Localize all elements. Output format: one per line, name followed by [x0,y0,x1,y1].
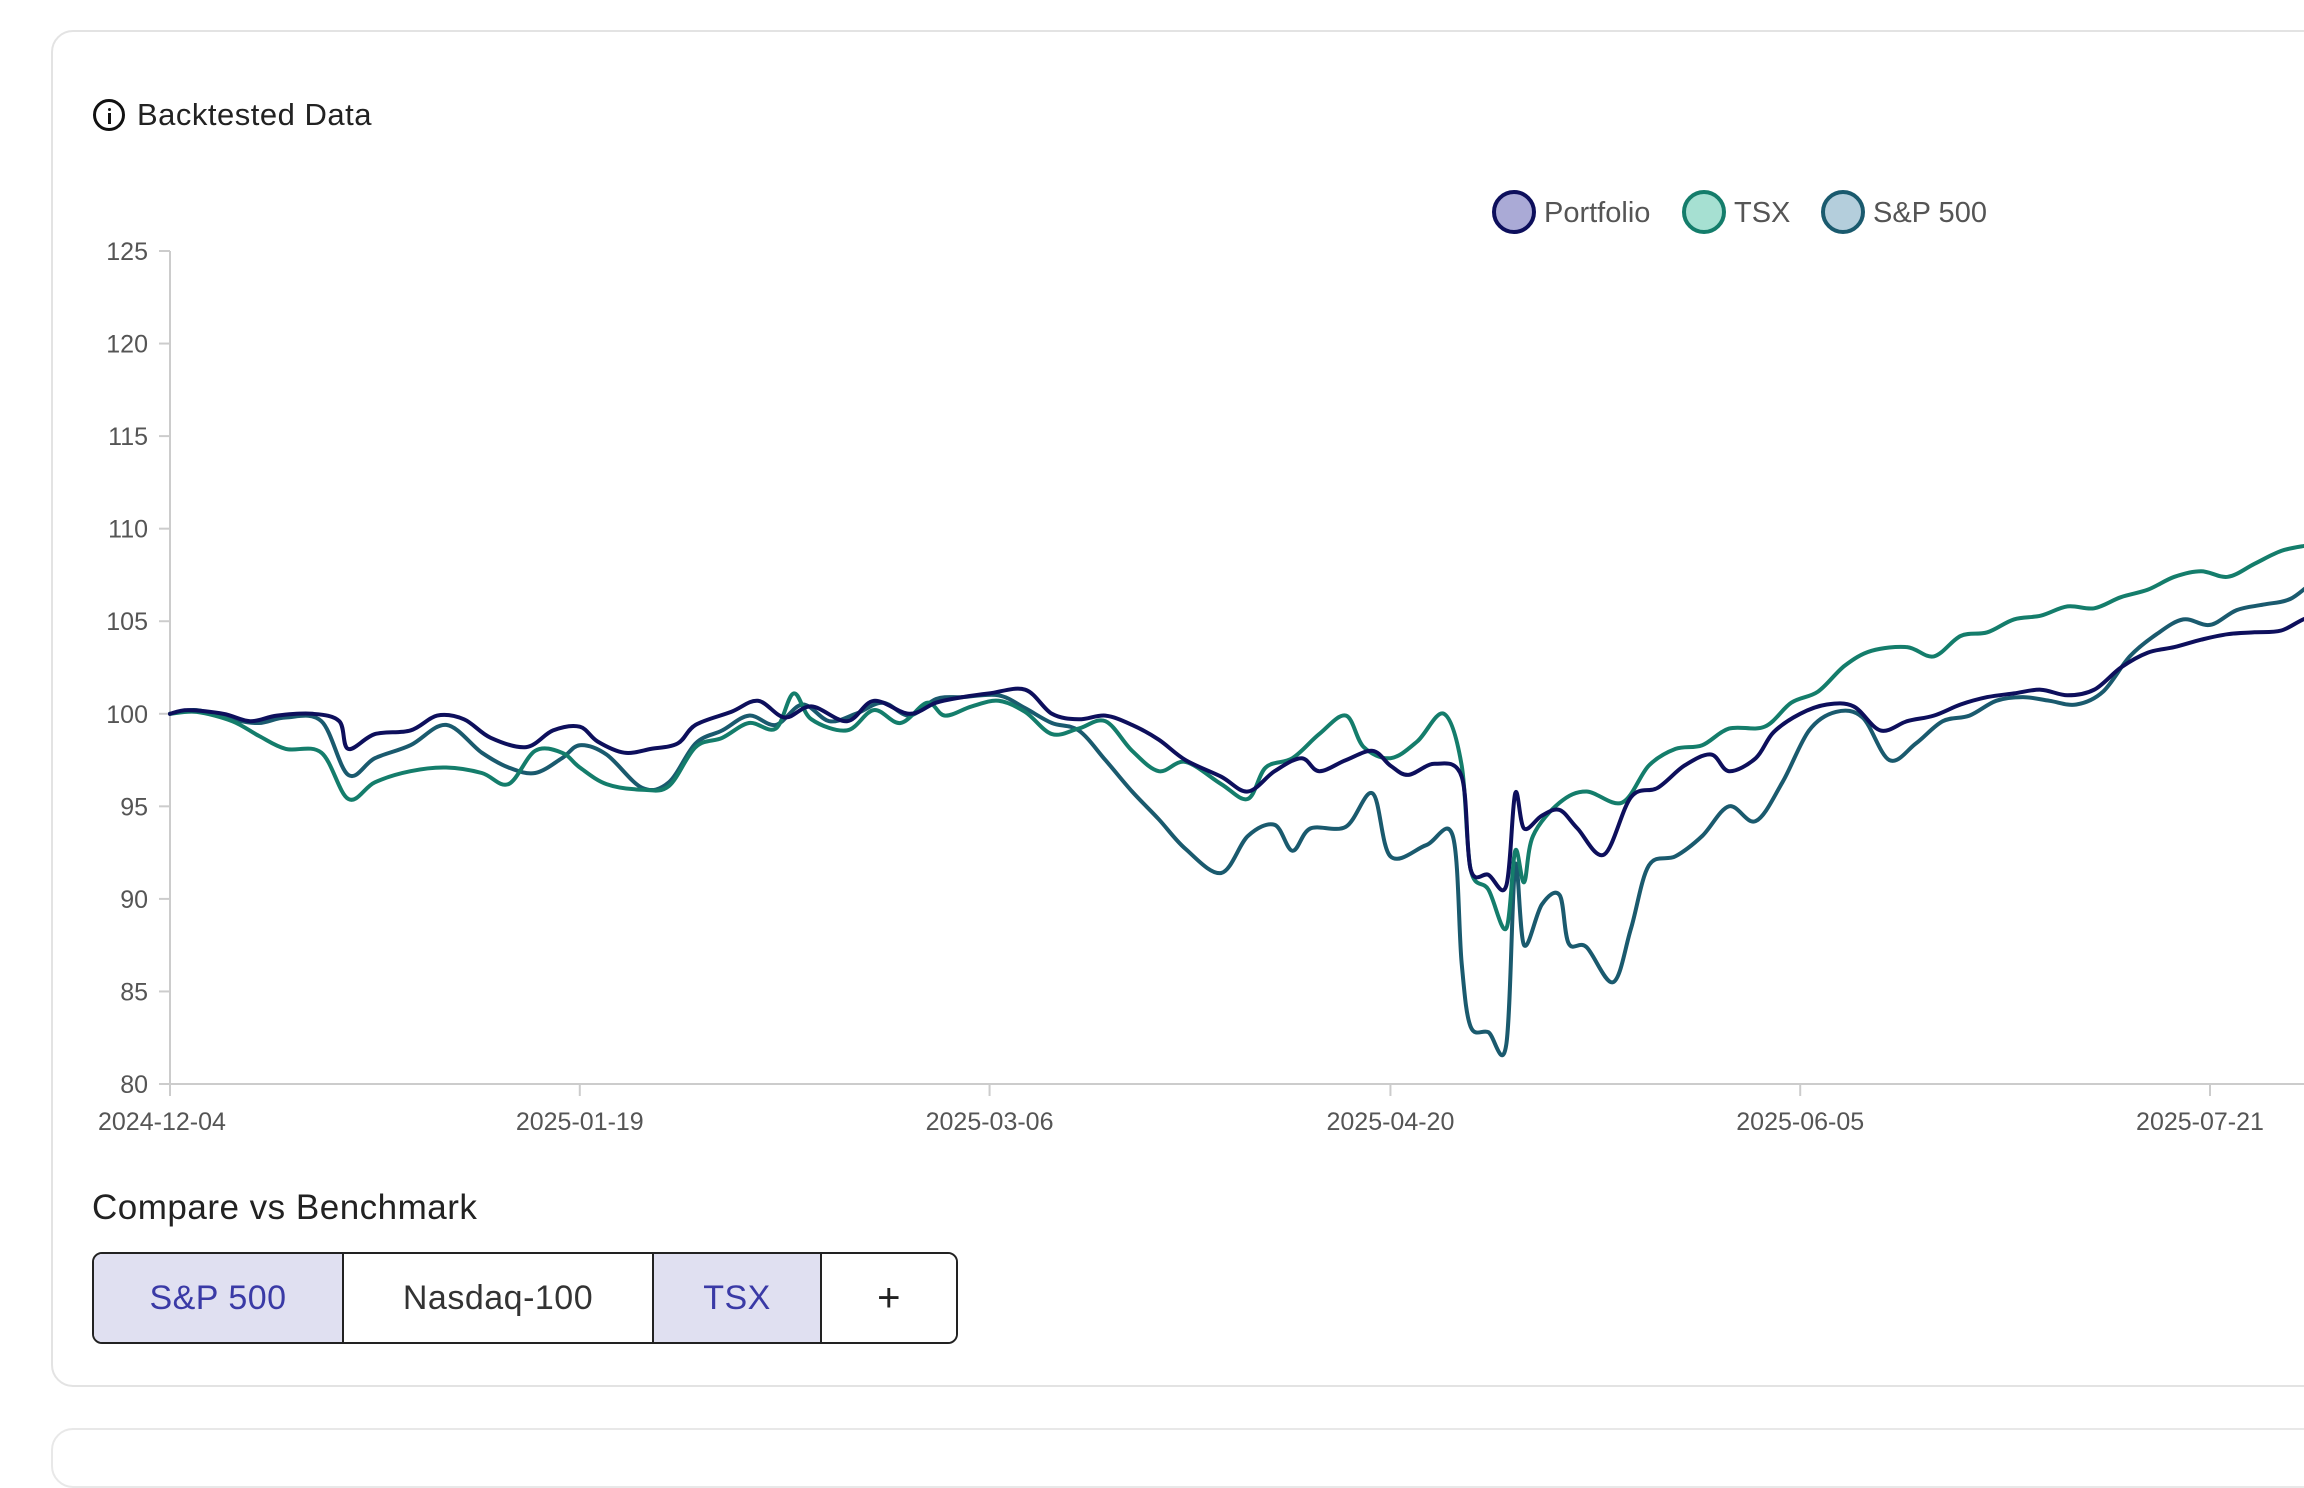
legend-swatch [1492,190,1536,234]
benchmark-sp500-button[interactable]: S&P 500 [94,1254,344,1342]
series-layer [168,537,2304,1058]
x-tick-label: 2025-01-19 [516,1108,644,1136]
x-axis: 2024-12-04 2025-01-19 2025-03-06 2025-04-20… [98,1083,2304,1136]
y-tick-label: 125 [106,238,148,266]
backtested-data-note: Backtested Data [93,97,372,133]
legend-label: TSX [1734,197,1790,229]
x-tick-label: 2025-06-05 [1736,1108,1864,1136]
info-icon[interactable] [93,99,125,131]
add-benchmark-button[interactable]: + [822,1254,956,1342]
y-tick-label: 115 [108,423,148,451]
y-tick-label: 120 [106,331,148,359]
y-tick-label: 105 [106,608,148,636]
next-card [51,1428,2304,1488]
benchmark-tsx-button[interactable]: TSX [654,1254,822,1342]
legend-label: S&P 500 [1873,197,1987,229]
backtested-data-label: Backtested Data [137,97,372,132]
x-tick-label: 2024-12-04 [98,1108,226,1136]
x-tick-label: 2025-03-06 [926,1108,1054,1136]
series-line-tsx[interactable] [168,537,2304,932]
performance-card [51,30,2304,1387]
legend-swatch [1682,190,1726,234]
benchmark-button-group: S&P 500 Nasdaq-100 TSX + [92,1252,958,1344]
legend-item-tsx[interactable]: TSX [1682,190,1790,234]
chart-legend: Portfolio TSX S&P 500 [1492,190,1987,234]
y-tick-label: 80 [120,1071,148,1099]
y-tick-label: 95 [120,793,148,821]
y-tick-label: 100 [106,701,148,729]
x-tick-label: 2025-04-20 [1326,1108,1454,1136]
benchmark-nasdaq100-button[interactable]: Nasdaq-100 [344,1254,654,1342]
y-tick-label: 85 [120,978,148,1006]
compare-benchmark-title: Compare vs Benchmark [92,1188,478,1227]
y-tick-label: 110 [108,516,148,544]
x-tick-label: 2025-07-21 [2136,1108,2264,1136]
legend-label: Portfolio [1544,197,1650,229]
legend-swatch [1821,190,1865,234]
legend-item-s-p-500[interactable]: S&P 500 [1821,190,1987,234]
legend-item-portfolio[interactable]: Portfolio [1492,190,1650,234]
series-line-s-p-500[interactable] [168,577,2304,1058]
series-line-portfolio[interactable] [168,616,2304,893]
y-axis: 80 85 90 95 100 105 110 115 120 125 [106,238,171,1099]
y-tick-label: 90 [120,886,148,914]
